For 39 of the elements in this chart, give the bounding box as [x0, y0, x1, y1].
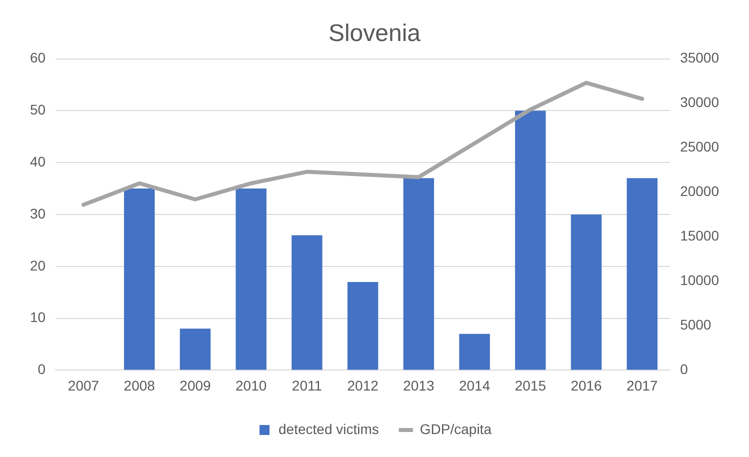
- bar: [236, 188, 266, 370]
- y2-tick-label: 0: [680, 361, 688, 378]
- y-tick-label: 50: [30, 102, 46, 118]
- bar: [347, 282, 378, 370]
- bar: [292, 235, 322, 370]
- bar: [124, 188, 155, 370]
- y2-tick-label: 15000: [680, 228, 720, 244]
- x-tick-label: 2012: [347, 377, 379, 394]
- x-tick-label: 2013: [403, 377, 434, 394]
- bar: [403, 178, 434, 370]
- bar: [570, 214, 602, 370]
- legend-label: detected victims: [278, 420, 379, 437]
- x-tick-label: 2017: [626, 377, 658, 394]
- bar: [180, 328, 211, 370]
- x-tick-label: 2007: [68, 377, 100, 394]
- legend-label: GDP/capita: [420, 420, 492, 437]
- x-tick-label: 2016: [570, 377, 602, 394]
- y2-tick-label: 20000: [680, 183, 720, 200]
- y-tick-label: 20: [30, 257, 46, 274]
- y-tick-label: 40: [30, 153, 46, 170]
- y-tick-label: 0: [38, 361, 46, 378]
- y-tick-label: 30: [30, 205, 46, 222]
- x-tick-label: 2014: [458, 377, 490, 394]
- x-tick-label: 2010: [236, 377, 267, 394]
- y2-tick-label: 5000: [680, 316, 712, 333]
- bar: [626, 178, 658, 370]
- bar: [515, 110, 546, 370]
- y2-tick-label: 30000: [680, 94, 720, 110]
- x-tick-label: 2009: [180, 377, 212, 394]
- x-tick-label: 2008: [124, 377, 156, 394]
- bar: [459, 334, 490, 370]
- x-tick-label: 2015: [514, 377, 546, 394]
- y2-tick-label: 35000: [680, 50, 720, 66]
- x-tick-label: 2011: [292, 377, 322, 394]
- y-tick-label: 10: [30, 309, 46, 326]
- y2-tick-label: 25000: [680, 138, 720, 155]
- y2-tick-label: 10000: [680, 272, 720, 288]
- y-tick-label: 60: [30, 50, 46, 66]
- chart-title: Slovenia: [328, 20, 422, 48]
